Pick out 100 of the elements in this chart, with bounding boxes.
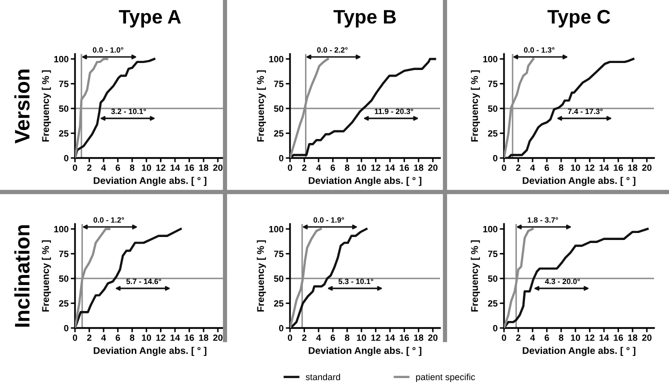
x-tick-label: 2 [302,164,306,171]
x-tick-label: 16 [184,164,194,171]
y-tick-label: 0 [64,324,68,332]
x-tick-label: 0 [72,334,78,341]
line-series [75,228,182,328]
legend-label: patient specific [416,374,476,382]
y-tick-label: 0 [493,154,498,162]
x-tick-label: 14 [170,164,180,171]
x-tick-label: 16 [614,334,623,341]
x-tick-label: 10 [142,334,152,341]
y-tick-label: 50 [274,275,284,282]
text: Inclination [14,225,30,327]
x-tick-label: 14 [600,334,609,341]
x-tick-label: 18 [414,164,424,171]
y-tick-label: 25 [488,130,498,137]
y-tick-label: 25 [274,130,284,137]
y-axis-title: Frequency [ % ] [256,70,266,142]
x-tick-label: 4 [316,334,322,341]
x-tick-label: 4 [101,334,106,341]
x-axis-title: Deviation Angle abs. [ ° ] [308,176,422,186]
y-tick-label: 50 [58,105,68,112]
x-tick-label: 2 [302,334,306,341]
y-axis-title: Frequency [ % ] [470,240,480,312]
x-axis-title: Deviation Angle abs. [ ° ] [94,346,206,356]
x-tick-label: 6 [116,164,120,171]
x-tick-label: 20 [642,334,652,341]
y-tick-label: 50 [274,105,284,112]
y-axis-title: Frequency [ % ] [42,70,51,142]
x-tick-label: 0 [288,334,292,341]
x-tick-label: 2 [87,334,92,341]
x-tick-label: 16 [400,164,409,171]
x-tick-label: 8 [558,334,564,341]
x-axis-title: Deviation Angle abs. [ ° ] [522,176,636,186]
y-tick-label: 100 [483,56,498,62]
x-tick-label: 10 [570,334,580,341]
x-tick-label: 20 [642,164,652,171]
x-tick-label: 14 [600,164,609,171]
x-axis-title: Deviation Angle abs. [ ° ] [522,346,636,356]
y-tick-label: 25 [59,130,68,137]
chart-title: Type A [118,10,181,28]
x-tick-label: 10 [142,164,152,171]
y-tick-label: 75 [274,250,284,258]
x-tick-label: 10 [570,164,580,171]
x-tick-label: 16 [184,334,194,341]
x-tick-label: 6 [330,164,336,171]
x-tick-label: 2 [87,164,92,171]
x-tick-label: 12 [371,164,380,171]
x-tick-label: 0 [288,164,292,171]
x-axis-title: Deviation Angle abs. [ ° ] [308,346,422,356]
x-tick-label: 20 [428,164,438,171]
line-series [504,228,649,328]
x-tick-label: 20 [428,334,438,341]
y-tick-label: 75 [59,80,68,88]
x-tick-label: 12 [156,334,166,341]
x-tick-label: 4 [530,334,536,341]
y-axis-title: Frequency [ % ] [42,240,51,312]
x-tick-label: 12 [585,334,594,341]
x-tick-label: 18 [628,334,638,341]
y-tick-label: 25 [59,300,68,307]
x-tick-label: 0 [502,164,506,171]
x-tick-label: 16 [400,334,409,341]
x-tick-label: 2 [516,164,520,171]
y-tick-label: 50 [488,275,498,282]
x-tick-label: 14 [170,334,180,341]
x-tick-label: 14 [386,334,395,341]
x-tick-label: 10 [356,164,366,171]
x-tick-label: 0 [502,334,506,341]
x-tick-label: 20 [213,334,223,341]
y-tick-label: 25 [488,300,498,307]
y-tick-label: 75 [59,250,68,258]
y-tick-label: 0 [64,154,68,162]
x-tick-label: 6 [544,334,550,341]
y-tick-label: 25 [274,300,284,307]
x-tick-label: 4 [530,164,536,171]
y-tick-label: 100 [54,226,68,232]
x-tick-label: 18 [628,164,638,171]
x-tick-label: 6 [544,164,550,171]
x-tick-label: 0 [72,164,78,171]
x-tick-label: 18 [199,334,208,341]
x-tick-label: 8 [130,334,134,341]
chart-title: Type C [548,10,610,28]
legend-label: standard [306,374,340,380]
x-tick-label: 10 [356,334,366,341]
x-tick-label: 14 [386,164,395,171]
y-tick-label: 50 [58,275,68,282]
y-tick-label: 75 [274,80,284,88]
x-tick-label: 6 [330,334,336,341]
x-tick-label: 12 [585,164,594,171]
x-tick-label: 18 [199,164,208,171]
x-tick-label: 20 [213,164,223,171]
x-tick-label: 8 [130,164,134,171]
x-tick-label: 4 [316,164,322,171]
line-series [290,58,436,158]
x-tick-label: 2 [516,334,520,341]
x-tick-label: 16 [614,164,623,171]
y-tick-label: 100 [54,56,68,62]
line-series [504,58,634,158]
x-tick-label: 4 [101,164,106,171]
y-tick-label: 100 [269,226,284,232]
line-series [75,58,156,158]
